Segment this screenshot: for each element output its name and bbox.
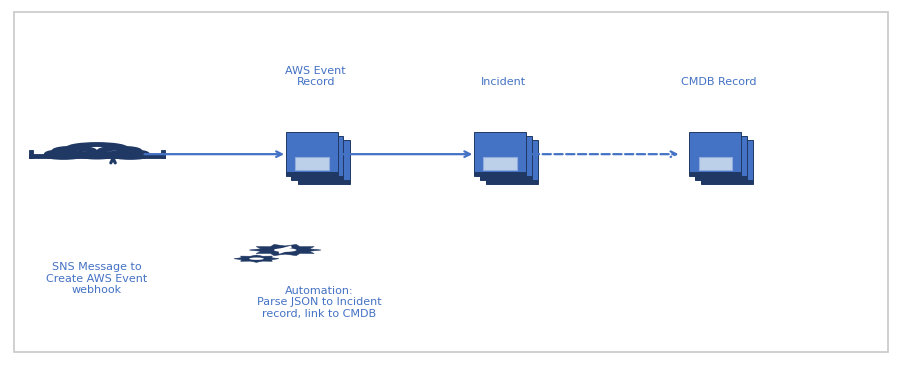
FancyBboxPatch shape (286, 132, 338, 176)
Text: CMDB Record: CMDB Record (681, 78, 757, 87)
FancyBboxPatch shape (698, 157, 732, 169)
FancyBboxPatch shape (291, 136, 344, 180)
Ellipse shape (46, 152, 81, 157)
FancyBboxPatch shape (295, 157, 329, 169)
FancyBboxPatch shape (480, 136, 531, 180)
FancyBboxPatch shape (701, 180, 753, 184)
FancyBboxPatch shape (474, 172, 526, 176)
FancyBboxPatch shape (298, 140, 350, 184)
FancyBboxPatch shape (695, 176, 747, 180)
Ellipse shape (274, 248, 297, 252)
FancyBboxPatch shape (286, 172, 338, 176)
Text: AWS Event
Record: AWS Event Record (285, 66, 346, 87)
Text: Automation:
Parse JSON to Incident
record, link to CMDB: Automation: Parse JSON to Incident recor… (257, 286, 382, 319)
Ellipse shape (249, 258, 263, 260)
Polygon shape (249, 244, 321, 255)
FancyBboxPatch shape (486, 140, 538, 184)
Ellipse shape (90, 154, 104, 156)
FancyBboxPatch shape (32, 152, 162, 156)
Text: SNS Message to
Create AWS Event
webhook: SNS Message to Create AWS Event webhook (46, 262, 148, 295)
FancyBboxPatch shape (483, 157, 517, 169)
FancyBboxPatch shape (480, 176, 531, 180)
Ellipse shape (113, 152, 147, 157)
Ellipse shape (54, 148, 95, 155)
FancyBboxPatch shape (695, 136, 747, 180)
FancyBboxPatch shape (291, 176, 344, 180)
FancyBboxPatch shape (701, 140, 753, 184)
Text: Incident: Incident (482, 78, 527, 87)
FancyBboxPatch shape (298, 180, 350, 184)
Ellipse shape (99, 148, 140, 155)
FancyBboxPatch shape (689, 172, 741, 176)
Ellipse shape (68, 145, 126, 154)
FancyBboxPatch shape (474, 132, 526, 176)
Polygon shape (234, 255, 279, 262)
FancyBboxPatch shape (486, 180, 538, 184)
FancyBboxPatch shape (689, 132, 741, 176)
